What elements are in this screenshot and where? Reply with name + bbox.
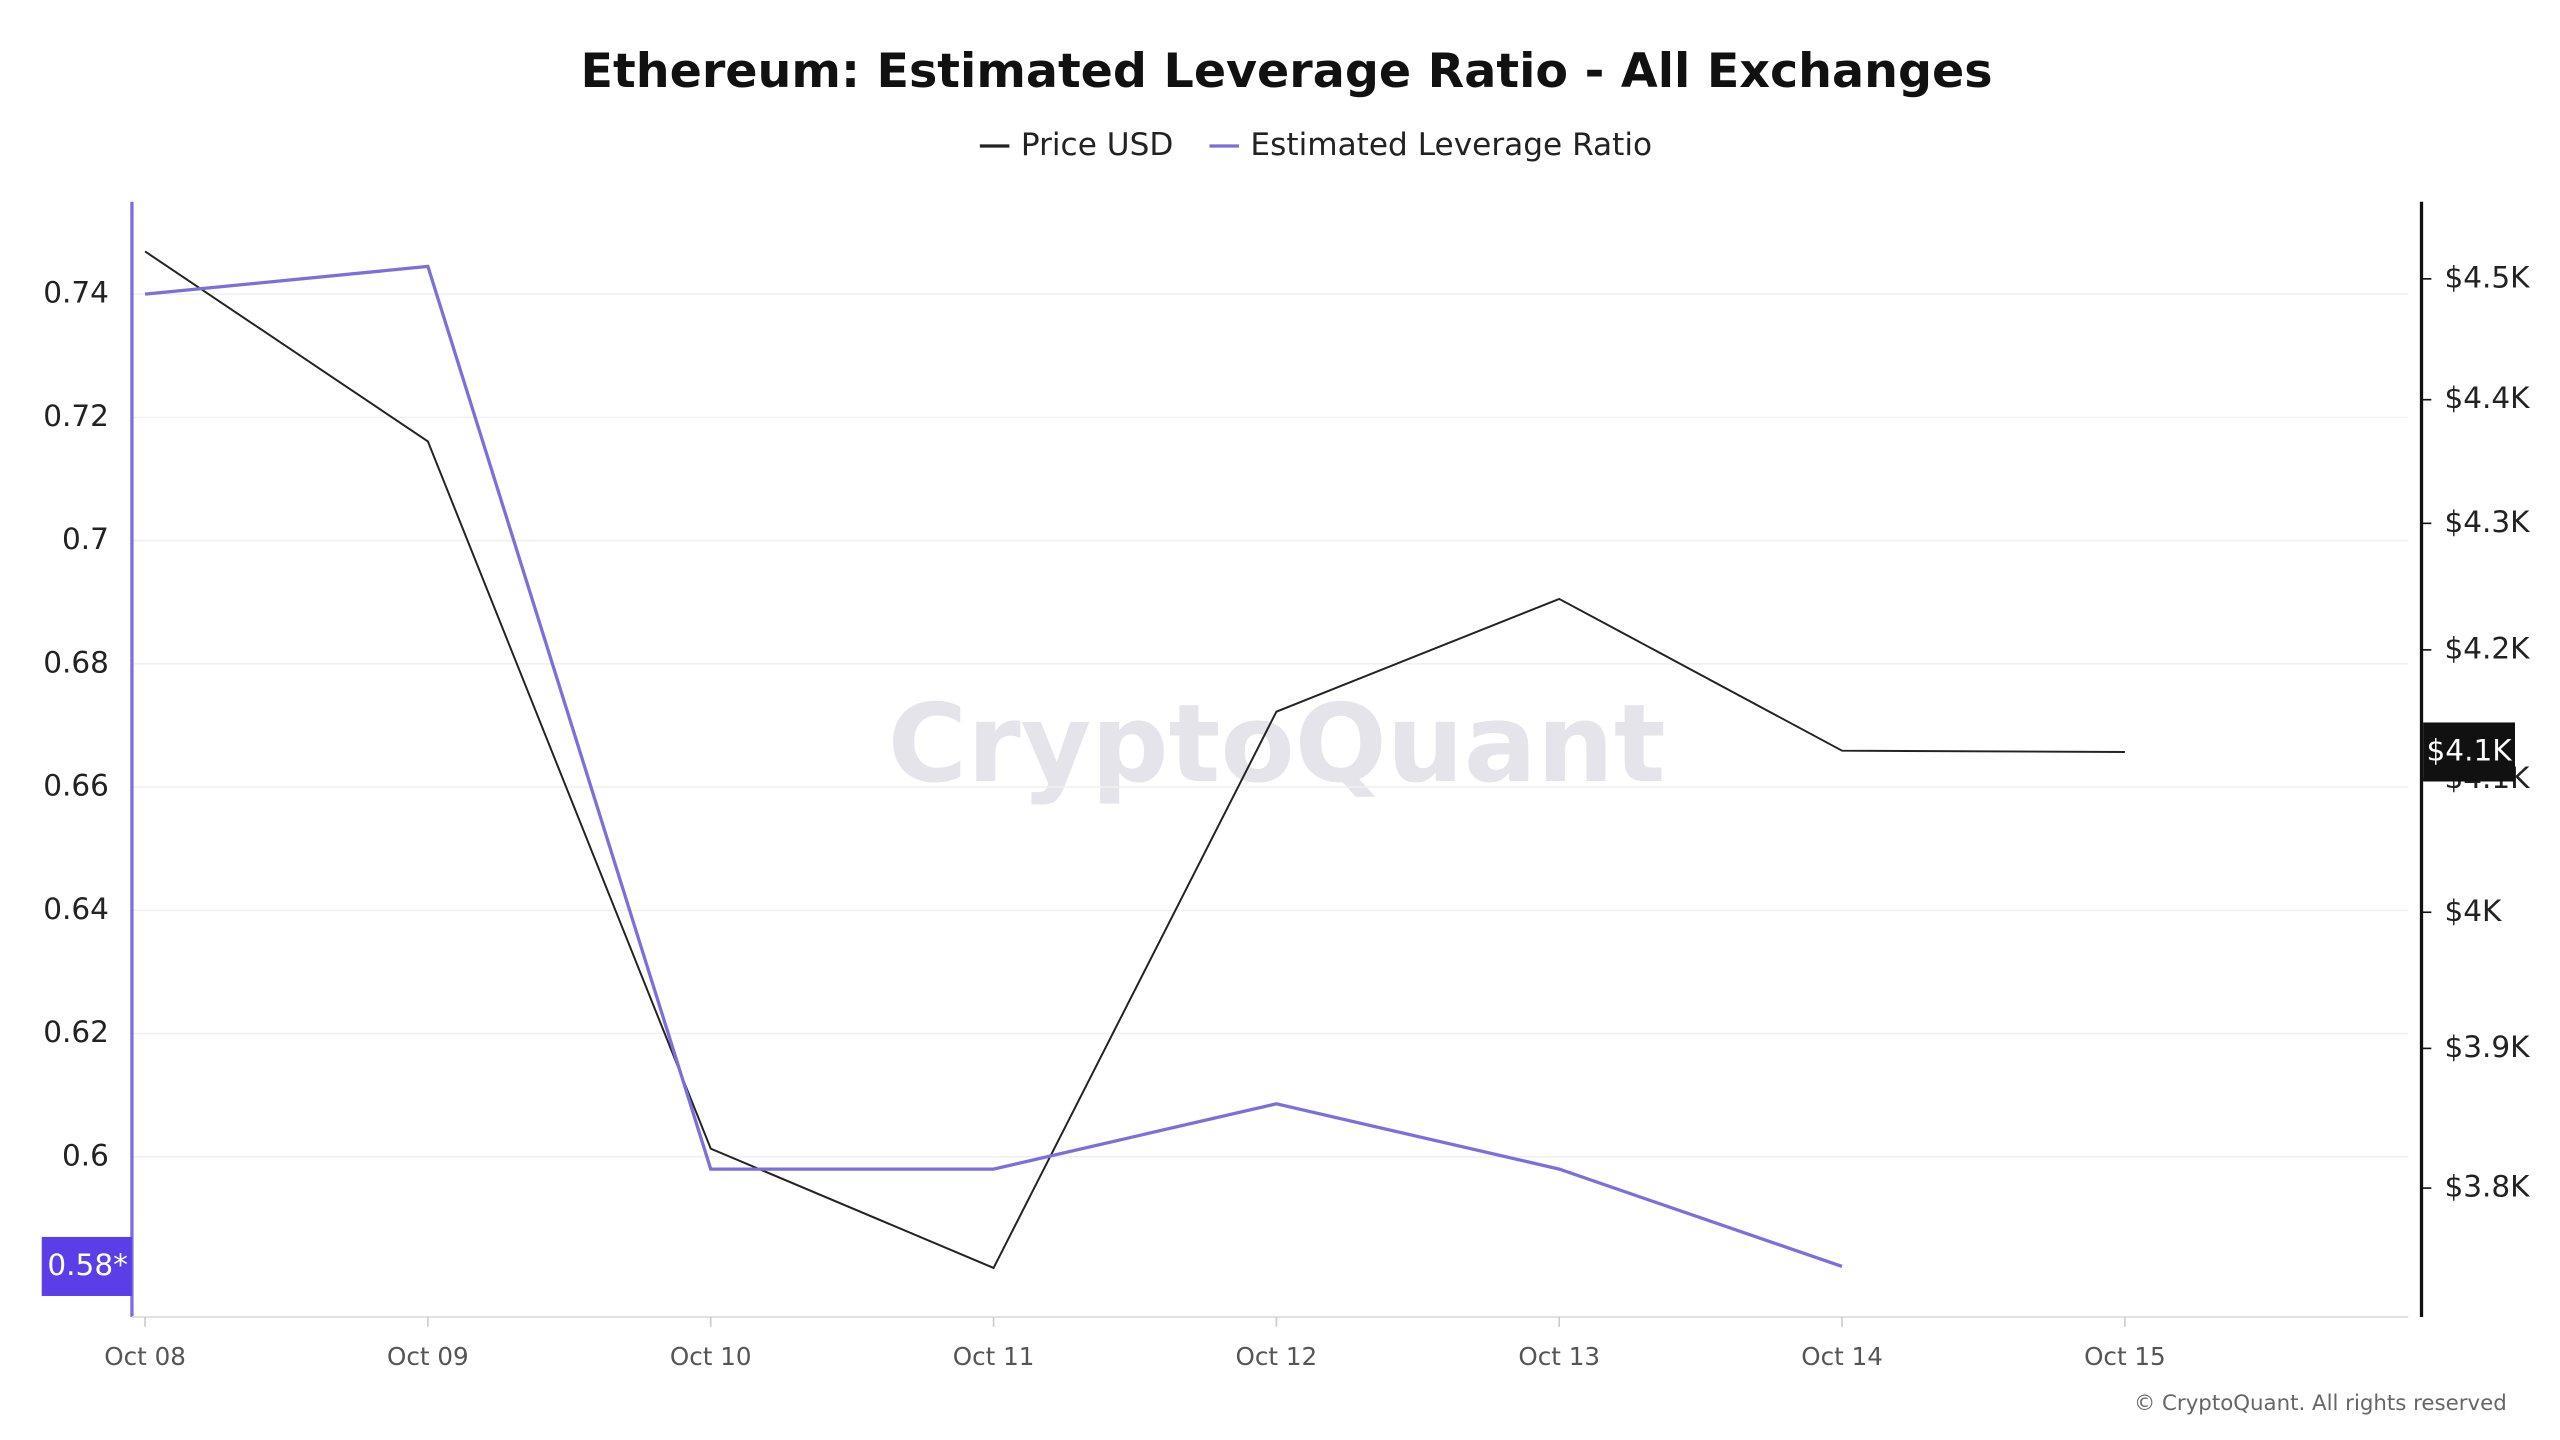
current-value-label: $4.1K [2427, 733, 2513, 767]
y2-tick-label: $3.8K [2444, 1170, 2530, 1204]
x-tick-label: Oct 11 [953, 1342, 1035, 1371]
x-tick-label: Oct 10 [670, 1342, 752, 1371]
x-tick-label: Oct 08 [104, 1342, 186, 1371]
y-tick-label: 0.7 [62, 522, 109, 556]
current-value-badge [2423, 722, 2515, 782]
y-tick-label: 0.68 [43, 645, 109, 679]
legend-label: Estimated Leverage Ratio [1250, 127, 1652, 163]
y-tick-label: 0.72 [43, 399, 109, 433]
y2-tick-label: $4.3K [2444, 505, 2530, 539]
watermark: CryptoQuant [888, 681, 1666, 807]
y2-tick-label: $3.9K [2444, 1030, 2530, 1064]
x-tick-label: Oct 09 [387, 1342, 469, 1371]
y-tick-label: 0.6 [62, 1138, 109, 1172]
x-tick-label: Oct 12 [1236, 1342, 1318, 1371]
y-tick-label: 0.66 [43, 769, 109, 803]
series-line [144, 264, 1843, 1269]
y-tick-label: 0.62 [43, 1015, 109, 1049]
current-value-label: 0.58* [47, 1248, 127, 1282]
x-tick-label: Oct 13 [1518, 1342, 1600, 1371]
current-value-badge [41, 1236, 132, 1296]
y2-tick-label: $4.2K [2444, 631, 2530, 665]
chart-title: Ethereum: Estimated Leverage Ratio - All… [581, 44, 1993, 99]
y2-tick-label: $4.5K [2444, 260, 2530, 294]
y2-tick-label: $4K [2444, 894, 2502, 928]
footer: © CryptoQuant. All rights reserved [2134, 1391, 2507, 1416]
legend-label: Price USD [1021, 127, 1173, 163]
x-tick-label: Oct 15 [2084, 1342, 2166, 1371]
y-tick-label: 0.64 [43, 892, 109, 926]
series-line [144, 250, 2125, 1270]
y2-tick-label: $4.4K [2444, 381, 2530, 415]
x-tick-label: Oct 14 [1801, 1342, 1883, 1371]
y-tick-label: 0.74 [43, 276, 109, 310]
